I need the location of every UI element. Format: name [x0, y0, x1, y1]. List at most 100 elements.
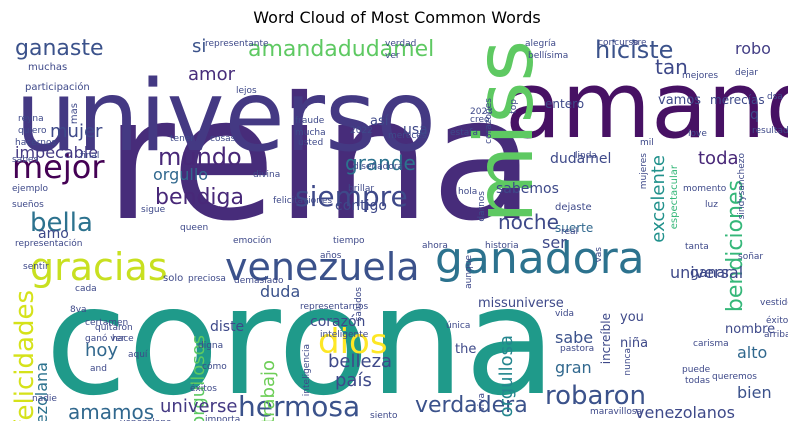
word-73: muchas	[28, 62, 68, 73]
word-82: alegría	[525, 39, 556, 49]
word-154: pastora	[560, 344, 595, 354]
word-96: cosas	[210, 134, 236, 144]
word-115: mujeres	[639, 153, 649, 190]
word-43: hoy	[85, 340, 119, 361]
word-23: trabajo	[258, 360, 279, 421]
word-54: dudamel	[550, 151, 612, 167]
word-139: 8va	[70, 305, 87, 315]
word-108: diseñadora	[353, 162, 404, 172]
word-142: quitaron	[95, 323, 133, 333]
word-165: siento	[370, 411, 398, 421]
word-150: inteligencia	[302, 344, 312, 397]
word-136: representarnos	[300, 302, 369, 312]
word-153: nunca	[623, 348, 633, 376]
word-51: ser	[542, 233, 567, 252]
word-20: verdadera	[415, 393, 528, 418]
word-3: amanda	[505, 52, 788, 159]
word-14: hiciste	[595, 36, 674, 64]
word-47: alto	[737, 343, 768, 362]
word-100: mereces	[388, 131, 427, 141]
word-134: preciosa	[188, 274, 226, 284]
word-80: verdad	[385, 39, 417, 49]
word-22: excelente	[648, 155, 669, 243]
word-5: ganadora	[435, 233, 645, 284]
word-122: emoción	[233, 236, 272, 246]
word-148: cómo	[202, 362, 227, 372]
word-50: ganar	[690, 265, 731, 281]
word-58: corazón	[310, 314, 366, 330]
word-34: universal	[670, 263, 744, 282]
word-40: amor	[188, 64, 235, 85]
word-110: divina	[253, 170, 281, 180]
word-123: tiempo	[333, 236, 365, 246]
word-26: amamos	[68, 400, 155, 421]
word-31: venezolana	[32, 362, 51, 421]
word-102: mil	[640, 138, 654, 148]
word-83: bellísima	[528, 51, 569, 61]
word-111: felicitaciones	[273, 196, 333, 206]
word-113: hola	[458, 187, 478, 197]
word-128: tanta	[685, 242, 709, 252]
word-67: you	[620, 310, 644, 325]
word-69: nombre	[725, 322, 776, 337]
word-8: amandadudamel	[248, 37, 435, 62]
word-60: merecías	[710, 93, 765, 107]
word-169: viva	[477, 393, 487, 412]
word-155: carisma	[693, 339, 729, 349]
word-15: bella	[30, 208, 93, 238]
word-42: robo	[735, 39, 771, 58]
word-116: momento	[683, 184, 727, 194]
word-76: fraude	[295, 116, 325, 126]
word-19: bendiga	[155, 185, 244, 210]
word-126: real	[561, 227, 579, 237]
word-53: q	[750, 107, 759, 123]
word-68: the	[455, 342, 477, 357]
word-7: gracias	[30, 245, 168, 289]
word-10: mejor	[12, 148, 105, 186]
word-65: increíble	[599, 313, 613, 365]
word-71: dejaste	[555, 202, 592, 213]
word-160: éxito	[766, 316, 788, 326]
word-89: top	[509, 99, 519, 114]
word-95: hacernos	[15, 138, 57, 148]
word-30: venezolanos	[635, 403, 735, 421]
word-46: gran	[555, 358, 592, 377]
word-121: queen	[180, 223, 209, 233]
word-101: creo	[470, 115, 490, 125]
word-55: sabemos	[496, 181, 559, 197]
word-161: arriba	[764, 330, 788, 340]
word-33: impecable	[15, 143, 99, 162]
word-37: grande	[345, 151, 416, 175]
word-162: nadie	[32, 394, 57, 404]
word-32: mujer	[50, 121, 103, 142]
word-74: participación	[25, 82, 90, 93]
word-11: robaron	[545, 381, 646, 411]
word-36: tan	[655, 55, 688, 79]
word-66: niña	[620, 336, 649, 351]
word-0: reina	[105, 61, 535, 259]
word-16: ganaste	[15, 36, 104, 61]
word-151: única	[446, 321, 471, 331]
word-75: representante	[205, 39, 269, 49]
word-159: vestido	[760, 298, 788, 308]
word-27: universe	[160, 396, 238, 417]
word-1: corona	[45, 255, 557, 421]
word-156: puede	[682, 365, 711, 375]
word-146: digna	[198, 341, 224, 351]
word-99: usted	[298, 138, 324, 148]
word-77: mucha	[295, 128, 326, 138]
word-79: mas	[69, 103, 80, 125]
word-105: final	[80, 151, 100, 161]
word-127: vas	[594, 247, 604, 263]
word-91: estafa	[450, 128, 478, 138]
word-144: aquí	[128, 350, 148, 360]
word-141: ganó ver	[85, 334, 125, 344]
word-124: ahora	[422, 241, 448, 251]
word-52: amo	[38, 226, 69, 242]
word-130: años	[320, 251, 342, 261]
word-94: quiero	[18, 126, 47, 136]
word-88: 2023	[470, 107, 493, 117]
word-103: love	[688, 129, 707, 139]
word-149: inteligente	[320, 330, 369, 340]
word-168: maravillosa	[590, 407, 643, 417]
